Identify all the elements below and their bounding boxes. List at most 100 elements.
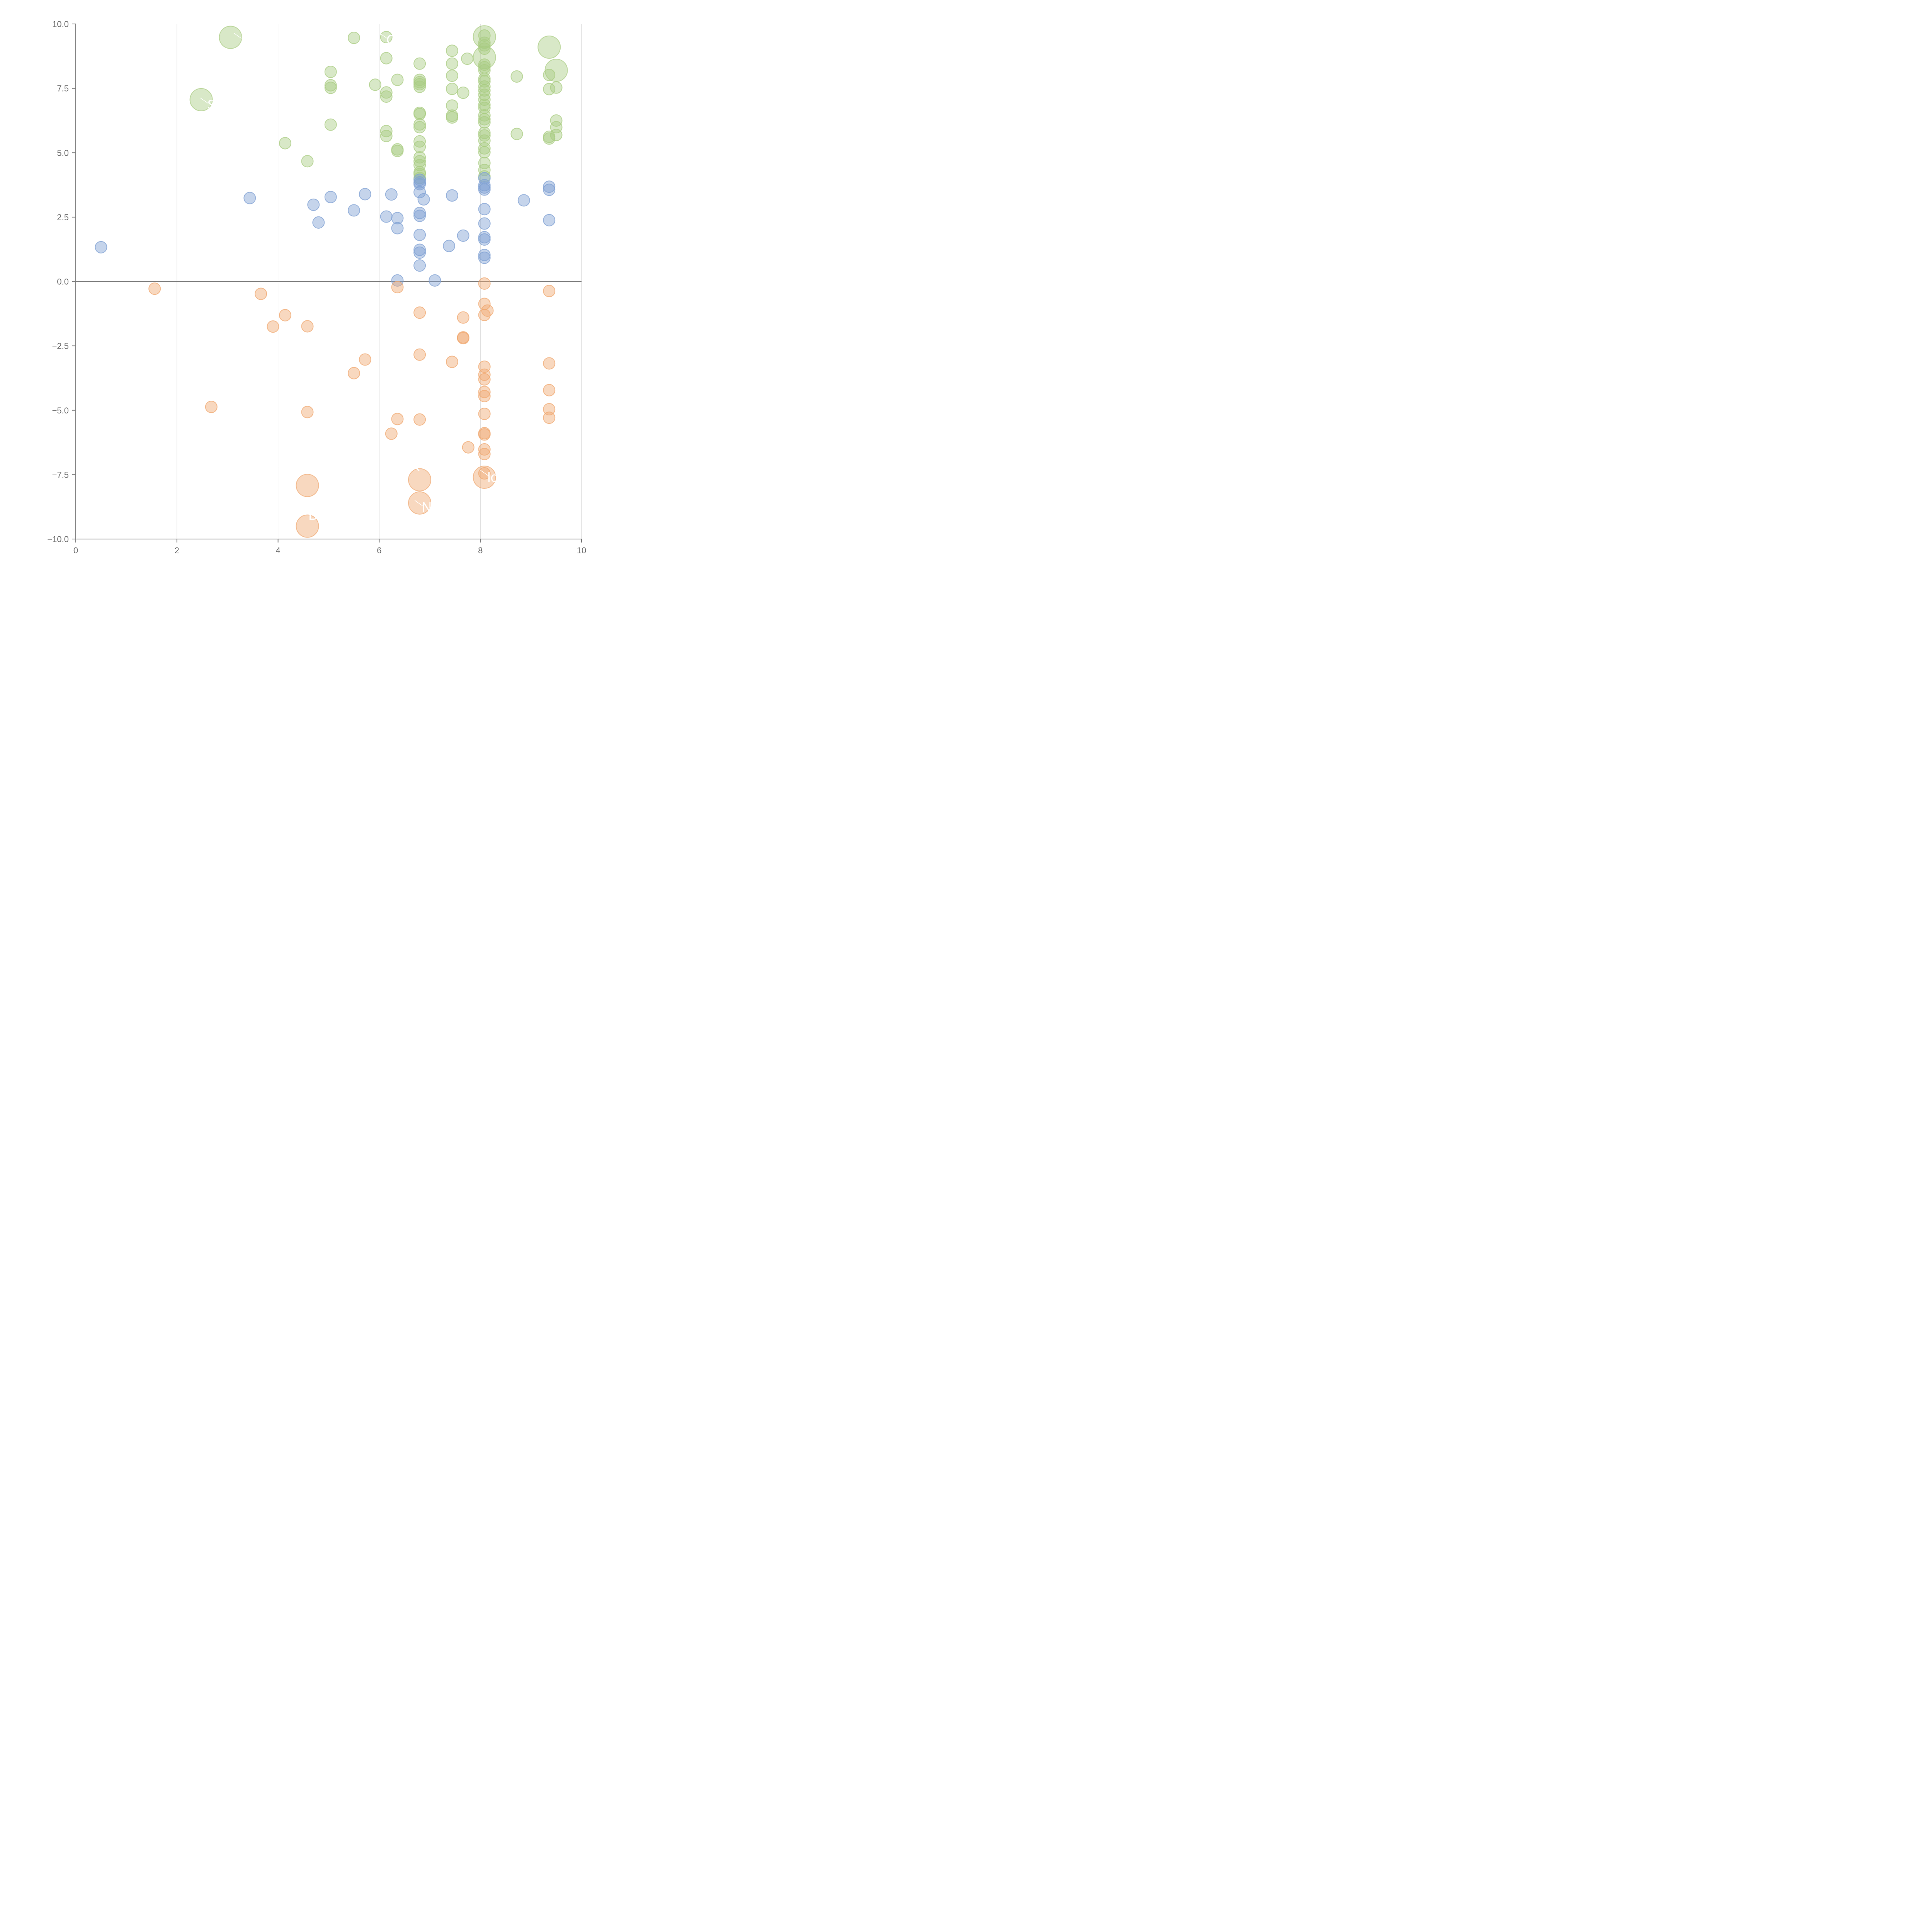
blue-point <box>385 188 398 201</box>
blue-point <box>391 274 404 287</box>
orange-point <box>279 309 291 321</box>
large-point <box>219 26 242 49</box>
blue-point <box>443 240 456 252</box>
green-point <box>478 99 491 111</box>
annotation-label: lo <box>488 469 498 485</box>
green-point <box>413 140 426 153</box>
orange-point <box>347 367 360 379</box>
blue-point <box>413 246 426 259</box>
green-point <box>478 42 491 55</box>
green-point <box>550 81 563 94</box>
annotation-leader <box>379 32 388 39</box>
green-point <box>478 142 491 155</box>
green-point <box>550 114 563 127</box>
orange-point <box>413 348 426 361</box>
green-point <box>413 121 426 134</box>
green-point <box>478 64 491 77</box>
blue-point <box>95 241 107 253</box>
x-tick-label: 2 <box>175 546 179 555</box>
annotation-leader <box>480 470 488 476</box>
blue-point <box>457 229 469 242</box>
annotation-leader <box>272 462 280 468</box>
orange-point <box>478 390 491 403</box>
y-tick-label: −7.5 <box>52 470 69 480</box>
orange-point <box>413 413 426 426</box>
blue-point <box>417 193 430 206</box>
large-point <box>189 88 213 111</box>
orange-point <box>543 285 556 298</box>
large-point <box>408 468 432 492</box>
blue-point <box>413 243 426 256</box>
green-point <box>301 155 314 168</box>
scatter-chart: 0 2 4 6 8 10 −10.0 −7.5 −5.0 −2.5 0.0 2.5 5.0 7.5 10.0… <box>47 19 586 555</box>
blue-point <box>243 192 256 204</box>
green-point <box>413 159 426 172</box>
orange-point <box>478 386 491 398</box>
annotation-leader <box>200 97 208 104</box>
orange-point <box>478 428 491 441</box>
green-point <box>446 111 458 124</box>
annotation-label: N <box>422 499 432 515</box>
orange-point <box>391 413 404 425</box>
blue-point <box>446 189 458 202</box>
green-point <box>478 113 491 126</box>
blue-point <box>478 217 491 230</box>
green-point <box>324 65 337 78</box>
green-point <box>550 129 563 141</box>
blue-point <box>324 190 337 203</box>
green-point <box>380 125 393 138</box>
green-point <box>446 82 458 95</box>
blue-point <box>478 252 491 264</box>
blue-point <box>413 259 426 272</box>
blue-point <box>380 210 393 223</box>
green-point <box>510 70 523 83</box>
annotation-label: C <box>495 23 505 39</box>
orange-point <box>543 412 556 424</box>
orange-point <box>205 401 218 413</box>
x-tick-label: 4 <box>276 546 280 555</box>
green-point <box>543 132 556 145</box>
blue-point <box>413 173 426 186</box>
blue-point <box>312 216 325 229</box>
annotations: D Sl C C W Klo N B <box>200 23 505 523</box>
annotation-label: W <box>279 461 292 477</box>
green-point <box>478 39 491 52</box>
blue-point <box>478 248 491 261</box>
green-point <box>347 31 360 44</box>
green-point <box>324 82 337 94</box>
orange-point <box>543 384 556 396</box>
orange-point <box>359 353 371 366</box>
y-tick-label: 10.0 <box>52 19 69 29</box>
green-point <box>543 68 556 81</box>
orange-point <box>413 306 426 319</box>
grid-lines <box>76 24 582 539</box>
blue-point <box>413 228 426 241</box>
green-point <box>380 52 393 65</box>
green-point <box>478 84 491 97</box>
orange-point <box>148 282 161 295</box>
green-point <box>446 69 458 82</box>
green-point <box>391 145 404 157</box>
green-point <box>478 75 491 88</box>
orange-point <box>481 304 494 317</box>
annotation-leader <box>414 500 423 506</box>
green-point <box>413 57 426 70</box>
annotation-label: D <box>241 32 251 48</box>
annotation-leader <box>233 32 242 39</box>
green-point <box>369 78 381 91</box>
y-tick-label: 2.5 <box>57 213 69 222</box>
blue-point <box>517 194 530 207</box>
green-point <box>478 156 491 169</box>
green-point <box>446 57 458 70</box>
blue-point <box>429 274 441 287</box>
orange-point <box>462 441 474 454</box>
blue-point <box>307 198 320 211</box>
annotation-label: K <box>411 458 420 474</box>
blue-point <box>391 212 404 224</box>
green-point <box>413 80 426 93</box>
annotation-label: Sl <box>207 97 219 112</box>
blue-point <box>543 214 556 226</box>
annotation-leader <box>301 508 310 514</box>
orange-point <box>446 355 458 368</box>
annotation-label: B <box>308 507 318 523</box>
